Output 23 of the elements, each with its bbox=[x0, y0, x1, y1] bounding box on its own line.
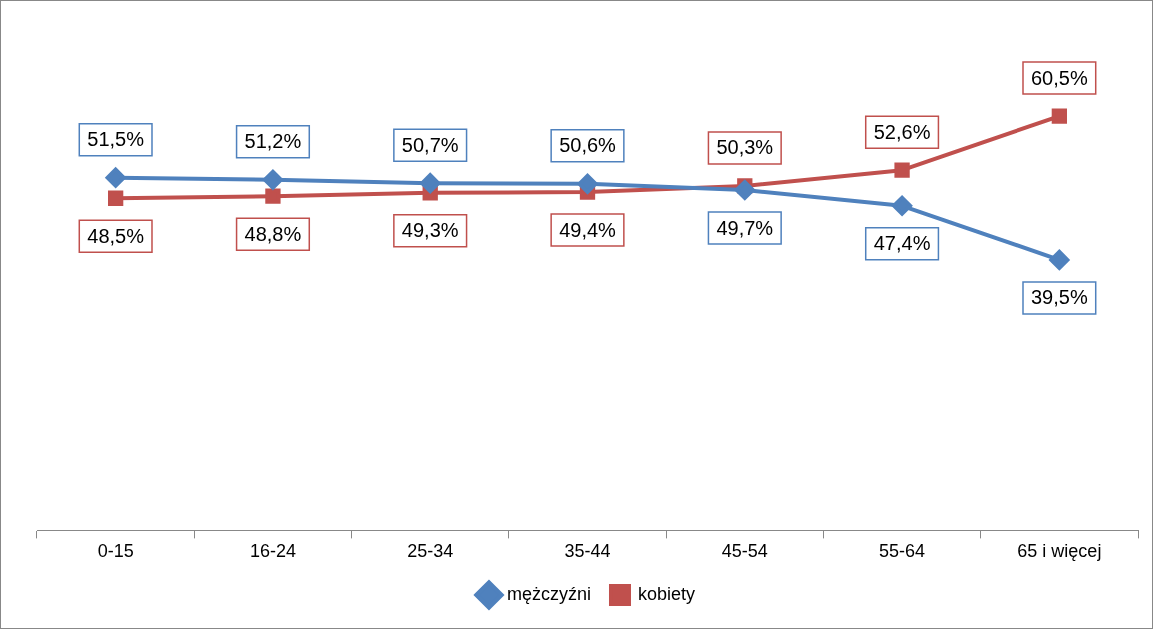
data-label: 49,7% bbox=[716, 216, 774, 239]
data-label: 49,4% bbox=[559, 218, 617, 241]
data-label: 47,4% bbox=[873, 232, 931, 255]
legend-label: kobiety bbox=[637, 583, 696, 604]
x-tick-label: 35-44 bbox=[564, 541, 611, 562]
data-label: 49,3% bbox=[401, 219, 459, 242]
data-label: 60,5% bbox=[1031, 66, 1088, 89]
data-label: 50,6% bbox=[559, 134, 617, 157]
data-label: 51,2% bbox=[244, 130, 302, 153]
data-label: 48,5% bbox=[87, 224, 145, 247]
data-label: 50,7% bbox=[401, 133, 459, 156]
x-tick-label: 0-15 bbox=[97, 541, 134, 562]
x-tick-label: 45-54 bbox=[721, 541, 768, 562]
legend-label: mężczyźni bbox=[506, 583, 591, 604]
x-tick-label: 25-34 bbox=[407, 541, 454, 562]
data-label: 39,5% bbox=[1031, 286, 1088, 309]
data-label: 48,8% bbox=[244, 222, 302, 245]
data-label: 50,3% bbox=[716, 136, 774, 159]
data-label: 52,6% bbox=[873, 120, 931, 143]
x-tick-label: 55-64 bbox=[879, 541, 926, 562]
x-tick-label: 16-24 bbox=[249, 541, 296, 562]
x-tick-label: 65 i więcej bbox=[1017, 541, 1102, 562]
data-label: 51,5% bbox=[87, 128, 145, 151]
